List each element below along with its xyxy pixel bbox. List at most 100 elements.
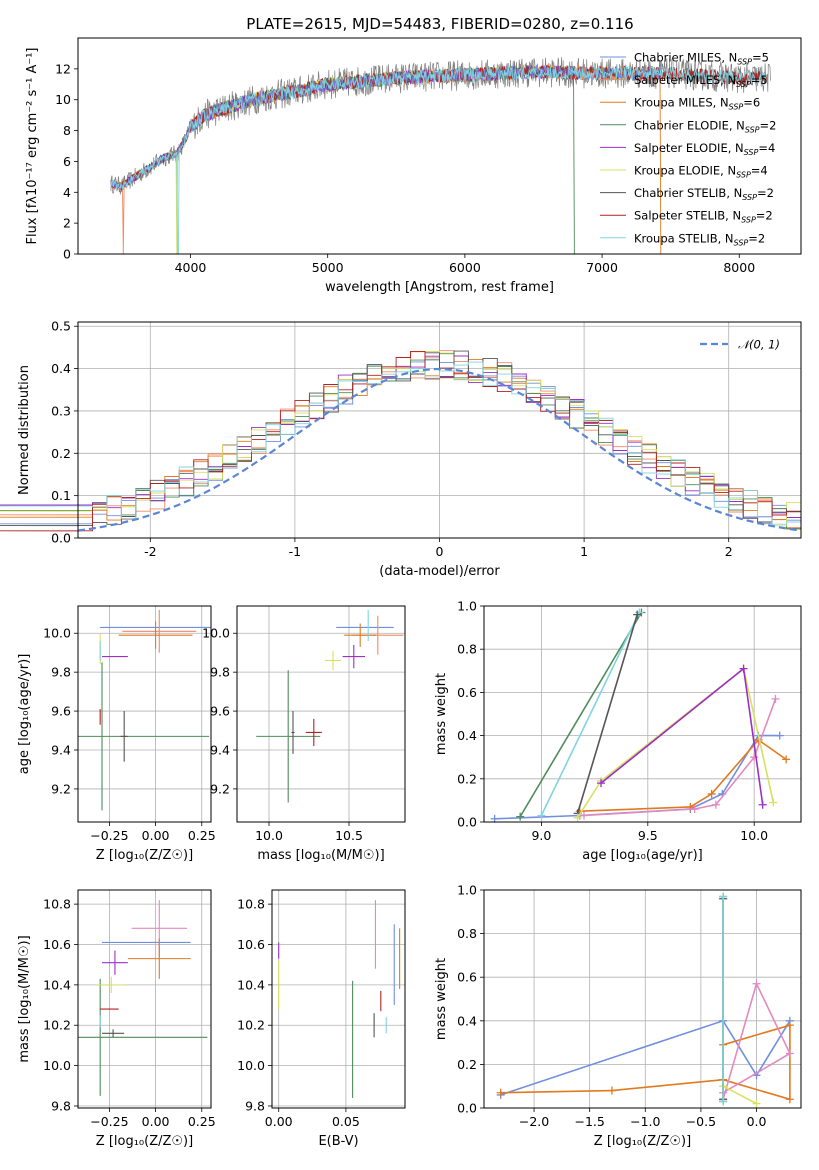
legend-subscript: SSP [734, 238, 749, 247]
residual-histogram-step [0, 359, 801, 525]
x-axis-label: Z [log₁₀(Z/Z☉)] [594, 1134, 691, 1149]
x-tick-label: 10.0 [255, 828, 283, 843]
y-tick-label: 0.0 [51, 531, 71, 546]
y-tick-label: 10.2 [237, 1018, 265, 1033]
x-axis-label: wavelength [Angstrom, rest frame] [325, 280, 554, 295]
x-tick-label: 4000 [175, 260, 207, 275]
y-tick-label: 8 [63, 123, 71, 138]
y-axis-label: Flux [fλ10⁻¹⁷ erg cm⁻² s⁻¹ A⁻¹] [25, 48, 40, 245]
y-tick-label: 9.8 [51, 1098, 71, 1113]
legend-count: =2 [756, 209, 773, 223]
legend-label: Chabrier MILES, NSSP=5 [634, 51, 769, 67]
legend-subscript: SSP [737, 58, 752, 67]
y-tick-label: 9.8 [245, 1098, 265, 1113]
model-spectrum-line [110, 64, 662, 255]
x-tick-label: −0.5 [686, 1114, 716, 1129]
weight-marker [597, 779, 606, 788]
x-tick-label: 10.5 [335, 828, 363, 843]
weight-marker [711, 800, 720, 809]
y-tick-label: 9.6 [210, 704, 230, 719]
weight-marker [750, 753, 759, 762]
weight-marker [785, 1049, 794, 1058]
weight-marker [739, 664, 748, 673]
legend-label: Kroupa ELODIE, NSSP=4 [634, 164, 768, 180]
weight_vs_Z-panel: −2.0 −1.5 −1.0 −0.5 0.0 0.0 0.2 0.4 0.6 0.8 1.0 Z [… [434, 883, 802, 1149]
y-tick-label: 10.8 [43, 897, 71, 912]
weight-marker [707, 789, 716, 798]
x-tick-label: 9.0 [531, 828, 551, 843]
x-tick-label: 0.00 [142, 1114, 170, 1129]
weight-marker [690, 805, 699, 814]
weight-marker [785, 1021, 794, 1030]
y-axis-label: mass weight [434, 958, 449, 1040]
y-tick-label: 10.0 [237, 1058, 265, 1073]
x-tick-label: -1 [289, 544, 301, 559]
x-tick-label: 0.25 [188, 828, 216, 843]
weight-marker [719, 1097, 728, 1106]
x-axis-label: Z [log₁₀(Z/Z☉)] [96, 848, 193, 863]
y-tick-label: 0.6 [457, 970, 477, 985]
axes-frame [77, 37, 802, 255]
legend-label: Chabrier ELODIE, NSSP=2 [634, 118, 776, 134]
weight-marker [785, 1095, 794, 1104]
legend-count: =5 [751, 73, 768, 87]
x-tick-label: 0.00 [142, 828, 170, 843]
x-axis-label: (data-model)/error [379, 564, 500, 579]
y-tick-label: 9.6 [51, 704, 71, 719]
weight-marker [516, 812, 525, 821]
x-axis-label: E(B-V) [318, 1134, 358, 1149]
x-tick-label: 0 [436, 544, 444, 559]
y-tick-label: 0.0 [457, 1101, 477, 1116]
legend-subscript: SSP [745, 125, 760, 134]
age_vs_Z-panel: −0.25 0.00 0.25 9.2 9.4 9.6 9.8 10.0 Z [log₁₀(Z/… [17, 605, 216, 863]
weight-marker [758, 800, 767, 809]
residuals-panel: -2 -1 0 1 2 0.0 0.1 0.2 0.3 0.4 0.5 (data-model)/er… [0, 319, 802, 579]
model-spectrum-line [110, 63, 662, 255]
legend-label: Kroupa MILES, NSSP=6 [634, 96, 760, 112]
y-tick-label: 0.5 [51, 319, 71, 334]
legend-label: Kroupa STELIB, NSSP=2 [634, 231, 765, 247]
y-tick-label: 10.4 [43, 977, 71, 992]
weight_vs_age-panel: 9.0 9.5 10.0 0.0 0.2 0.4 0.6 0.8 1.0 age [log₁₀(a… [434, 599, 802, 863]
legend-label: Chabrier STELIB, NSSP=2 [634, 186, 774, 202]
weight-line [500, 1019, 791, 1096]
y-tick-label: 6 [63, 154, 71, 169]
y-axis-label: Normed distribution [17, 365, 32, 495]
x-tick-label: 0.25 [188, 1114, 216, 1129]
y-axis-label: mass weight [434, 673, 449, 755]
legend-count: =2 [757, 186, 774, 200]
residual-histogram-step [0, 352, 801, 529]
y-tick-label: 0.2 [457, 1057, 477, 1072]
x-tick-label: 0.05 [332, 1114, 360, 1129]
weight-marker [769, 798, 778, 807]
y-tick-label: 9.8 [210, 665, 230, 680]
y-tick-label: 2 [63, 216, 71, 231]
x-tick-label: −1.0 [630, 1114, 660, 1129]
y-tick-label: 9.8 [51, 665, 71, 680]
y-tick-label: 1.0 [457, 883, 477, 898]
legend-subscript: SSP [736, 80, 751, 89]
weight-marker [752, 1099, 761, 1108]
model-spectrum-line [110, 64, 767, 255]
legend-subscript: SSP [729, 103, 744, 112]
x-tick-label: 2 [725, 544, 733, 559]
y-tick-label: 0.2 [51, 446, 71, 461]
spectrum-panel: 4000 5000 6000 7000 8000 0 2 4 6 8 10 12 wavelength … [25, 37, 802, 295]
y-tick-label: 10.0 [43, 1058, 71, 1073]
weight-line [519, 612, 643, 818]
y-tick-label: 10 [55, 92, 71, 107]
weight-marker [579, 811, 588, 820]
model-spectrum-line [110, 64, 578, 255]
legend-subscript: SSP [736, 171, 751, 180]
axes-frame [483, 889, 802, 1109]
y-tick-label: 10.8 [237, 897, 265, 912]
y-tick-label: 0.0 [457, 815, 477, 830]
legend-count: =4 [751, 164, 768, 178]
axes-frame [271, 889, 406, 1109]
legend-count: =2 [760, 118, 777, 132]
y-axis-label: mass [log₁₀(M/M☉)] [17, 935, 32, 1062]
y-tick-label: 10.0 [43, 626, 71, 641]
y-tick-label: 10.0 [202, 626, 230, 641]
y-tick-label: 1.0 [457, 599, 477, 614]
y-axis-label: age [log₁₀(age/yr)] [17, 654, 32, 775]
